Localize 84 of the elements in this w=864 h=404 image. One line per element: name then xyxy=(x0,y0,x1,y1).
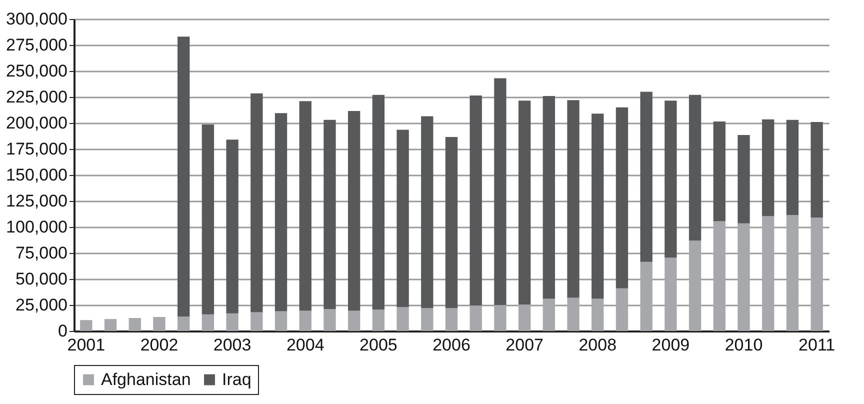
bar xyxy=(445,308,458,331)
bar xyxy=(470,95,482,306)
bar xyxy=(713,121,726,222)
x-tick-label: 2003 xyxy=(213,336,252,354)
bar xyxy=(470,306,482,331)
bar xyxy=(688,240,702,331)
bar xyxy=(396,307,409,331)
y-tick-label: 175,000 xyxy=(6,140,68,158)
bar xyxy=(664,258,677,331)
bar xyxy=(348,310,360,331)
bar xyxy=(80,320,92,331)
bar xyxy=(494,78,506,305)
y-tick-label: 125,000 xyxy=(6,192,68,210)
bar xyxy=(104,319,117,331)
x-tick-label: 2006 xyxy=(432,336,470,354)
bar xyxy=(738,134,750,224)
bar xyxy=(274,311,288,331)
bar xyxy=(640,262,652,331)
bar xyxy=(518,304,531,331)
bar xyxy=(810,122,823,218)
bar xyxy=(542,96,556,299)
x-tick-label: 2009 xyxy=(652,336,690,354)
bar xyxy=(299,101,312,311)
bar xyxy=(396,130,409,308)
y-tick-label: 250,000 xyxy=(6,62,68,80)
x-tick-label: 2008 xyxy=(578,336,617,354)
bar xyxy=(372,94,385,310)
bar xyxy=(226,313,238,331)
legend-label: Iraq xyxy=(222,370,252,389)
y-tick-label: 25,000 xyxy=(16,296,68,314)
y-tick-label: 225,000 xyxy=(6,88,68,106)
bar xyxy=(250,93,263,312)
bar xyxy=(592,114,604,299)
bar xyxy=(762,216,774,331)
bar xyxy=(250,312,263,331)
bar xyxy=(202,314,214,331)
bar xyxy=(762,119,774,216)
bar xyxy=(810,218,823,331)
bar xyxy=(567,100,580,298)
x-tick-label: 2004 xyxy=(286,336,324,354)
x-tick-label: 2011 xyxy=(798,336,836,354)
bar xyxy=(372,310,385,331)
bar xyxy=(688,94,702,241)
legend-label: Afghanistan xyxy=(101,370,191,389)
bar xyxy=(713,221,726,331)
x-tick-label: 2005 xyxy=(360,336,398,354)
bar xyxy=(567,298,580,331)
x-tick-label: 2007 xyxy=(506,336,544,354)
y-tick-label: 50,000 xyxy=(16,270,68,288)
bar xyxy=(421,116,434,308)
y-tick-label: 0 xyxy=(58,322,68,340)
bar xyxy=(348,111,360,311)
bar xyxy=(786,120,799,216)
bar xyxy=(202,124,214,314)
bar xyxy=(178,316,190,331)
x-tick-label: 2002 xyxy=(140,336,178,354)
bar xyxy=(738,223,750,331)
bar xyxy=(299,310,312,331)
bar xyxy=(226,140,238,314)
bar xyxy=(178,36,190,316)
y-tick-label: 200,000 xyxy=(6,114,68,132)
bar xyxy=(616,288,628,331)
y-tick-label: 275,000 xyxy=(6,36,68,54)
y-tick-label: 75,000 xyxy=(16,244,68,262)
x-tick-label: 2010 xyxy=(724,336,763,354)
x-tick-label: 2001 xyxy=(67,336,106,354)
bar xyxy=(421,308,434,331)
bar xyxy=(592,298,604,331)
bar xyxy=(616,107,628,288)
bar xyxy=(786,215,799,331)
bar xyxy=(324,309,336,331)
bar xyxy=(445,137,458,308)
y-tick-label: 300,000 xyxy=(6,10,68,28)
bar xyxy=(494,305,506,331)
bar xyxy=(542,298,556,331)
bar xyxy=(128,318,141,331)
bar xyxy=(153,316,166,331)
bar xyxy=(640,92,652,262)
y-tick-label: 100,000 xyxy=(6,218,68,236)
bar xyxy=(324,120,336,310)
bar xyxy=(274,113,288,312)
bar xyxy=(518,100,531,304)
y-tick-label: 150,000 xyxy=(6,166,68,184)
bar xyxy=(664,100,677,258)
